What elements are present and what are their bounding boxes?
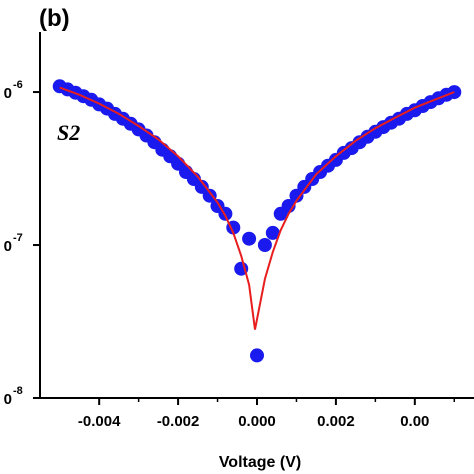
y-tick-label-base: 0 [4,85,12,102]
y-tick-label-exponent: -6 [13,79,23,91]
sample-label: S2 [57,120,80,145]
y-ticks: 0 -60 -70 -8 [4,79,40,408]
y-tick-label-exponent: -8 [13,385,23,397]
x-tick-label: -0.002 [157,413,200,430]
fit-line [59,86,455,330]
panel-label: (b) [39,5,70,32]
y-tick-label-base: 0 [4,391,12,408]
data-point [242,231,257,246]
x-tick-label: 0.002 [317,413,355,430]
plot-area [52,79,462,363]
x-axis-label: Voltage (V) [219,454,301,471]
data-point [202,188,217,203]
x-tick-label: 0.00 [400,413,429,430]
data-point [265,225,280,240]
x-tick-label: -0.004 [78,413,121,430]
y-tick-label-base: 0 [4,238,12,255]
data-point [257,238,272,252]
data-point [250,348,264,363]
y-tick-label-exponent: -7 [13,232,23,244]
x-ticks: -0.004 -0.002 0.000 0.002 0.00 [78,398,456,430]
x-tick-label: 0.000 [238,413,276,430]
